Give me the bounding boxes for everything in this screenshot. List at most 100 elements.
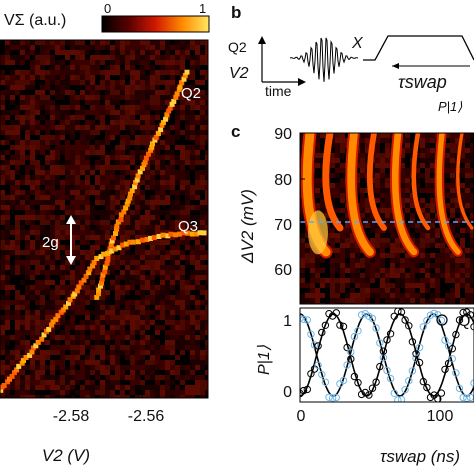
noise-pixel	[115, 160, 120, 165]
noise-pixel	[185, 155, 190, 160]
noise-pixel	[445, 178, 450, 183]
noise-pixel	[195, 215, 200, 220]
noise-pixel	[365, 198, 370, 203]
noise-pixel	[165, 260, 170, 265]
noise-pixel	[200, 260, 205, 265]
noise-pixel	[80, 340, 85, 345]
noise-pixel	[190, 310, 195, 315]
noise-pixel	[185, 290, 190, 295]
noise-pixel	[155, 70, 160, 75]
noise-pixel	[125, 190, 130, 195]
panel-c-frame	[299, 132, 474, 305]
noise-pixel	[5, 355, 10, 360]
noise-pixel	[85, 370, 90, 375]
noise-pixel	[125, 40, 130, 45]
curve-q3-point	[165, 233, 171, 239]
noise-pixel	[425, 283, 430, 288]
noise-pixel	[190, 300, 195, 305]
noise-pixel	[360, 158, 365, 163]
noise-pixel	[70, 165, 75, 170]
noise-pixel	[205, 175, 208, 180]
noise-pixel	[100, 305, 105, 310]
noise-pixel	[15, 355, 20, 360]
noise-pixel	[175, 210, 180, 215]
noise-pixel	[115, 50, 120, 55]
noise-pixel	[90, 160, 95, 165]
noise-pixel	[95, 240, 100, 245]
panel-c-chevrons	[300, 133, 474, 259]
noise-pixel	[25, 60, 30, 65]
noise-pixel	[315, 263, 320, 268]
noise-pixel	[185, 90, 190, 95]
noise-pixel	[35, 180, 40, 185]
noise-pixel	[5, 190, 10, 195]
noise-pixel	[110, 390, 115, 395]
noise-pixel	[115, 365, 120, 370]
noise-pixel	[65, 280, 70, 285]
noise-pixel	[200, 75, 205, 80]
noise-pixel	[325, 218, 330, 223]
noise-pixel	[10, 345, 15, 350]
curve-q2-point	[167, 105, 173, 111]
noise-pixel	[180, 260, 185, 265]
noise-pixel	[155, 320, 160, 325]
noise-pixel	[105, 350, 110, 355]
noise-pixel	[185, 365, 190, 370]
noise-pixel	[5, 205, 10, 210]
noise-pixel	[105, 365, 110, 370]
noise-pixel	[55, 60, 60, 65]
noise-pixel	[75, 240, 80, 245]
data-point-black	[357, 390, 366, 399]
noise-pixel	[450, 203, 455, 208]
noise-pixel	[55, 295, 60, 300]
noise-pixel	[85, 85, 90, 90]
noise-pixel	[125, 330, 130, 335]
noise-pixel	[200, 335, 205, 340]
noise-pixel	[465, 168, 470, 173]
noise-pixel	[70, 370, 75, 375]
c-x-tick-100: 100	[427, 408, 454, 425]
noise-pixel	[35, 255, 40, 260]
noise-pixel	[185, 360, 190, 365]
noise-pixel	[415, 288, 420, 293]
noise-pixel	[200, 315, 205, 320]
noise-pixel	[85, 225, 90, 230]
noise-pixel	[100, 330, 105, 335]
noise-pixel	[80, 185, 85, 190]
noise-pixel	[100, 80, 105, 85]
noise-pixel	[95, 355, 100, 360]
noise-pixel	[375, 158, 380, 163]
noise-pixel	[155, 155, 160, 160]
noise-pixel	[40, 360, 45, 365]
noise-pixel	[90, 245, 95, 250]
noise-pixel	[105, 385, 110, 390]
noise-pixel	[175, 395, 180, 398]
noise-pixel	[5, 50, 10, 55]
noise-pixel	[320, 288, 325, 293]
noise-pixel	[40, 175, 45, 180]
curve-q2-point	[179, 80, 185, 86]
data-point-black	[368, 384, 377, 392]
noise-pixel	[180, 265, 185, 270]
noise-pixel	[195, 350, 200, 355]
noise-pixel	[85, 285, 90, 290]
noise-pixel	[110, 95, 115, 100]
noise-pixel	[100, 315, 105, 320]
noise-pixel	[130, 275, 135, 280]
noise-pixel	[365, 193, 370, 198]
c-y-tick-60: 60	[274, 262, 292, 279]
noise-pixel	[375, 163, 380, 168]
noise-pixel	[440, 248, 445, 253]
noise-pixel	[30, 115, 35, 120]
noise-pixel	[85, 50, 90, 55]
noise-pixel	[100, 375, 105, 380]
noise-pixel	[55, 125, 60, 130]
noise-pixel	[370, 268, 375, 273]
noise-pixel	[305, 233, 310, 238]
noise-pixel	[145, 180, 150, 185]
noise-pixel	[350, 273, 355, 278]
noise-pixel	[105, 80, 110, 85]
noise-pixel	[380, 218, 385, 223]
noise-pixel	[65, 365, 70, 370]
c-x-axis-label: τswap (ns)	[380, 447, 460, 466]
